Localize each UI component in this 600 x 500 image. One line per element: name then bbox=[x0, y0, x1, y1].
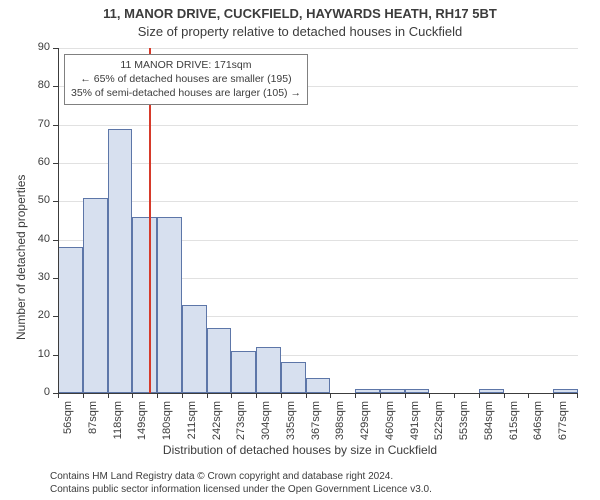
gridline bbox=[58, 163, 578, 164]
y-axis-line bbox=[58, 48, 59, 393]
gridline bbox=[58, 201, 578, 202]
ytick-label: 40 bbox=[26, 233, 50, 245]
y-axis-label: Number of detached properties bbox=[14, 175, 28, 340]
histogram-bar bbox=[256, 347, 281, 393]
xtick-label: 584sqm bbox=[483, 401, 495, 441]
histogram-bar bbox=[231, 351, 256, 393]
ytick-label: 80 bbox=[26, 79, 50, 91]
histogram-bar bbox=[207, 328, 232, 393]
xtick-label: 335sqm bbox=[285, 401, 297, 441]
annotation-smaller: ← 65% of detached houses are smaller (19… bbox=[71, 72, 301, 86]
xtick-label: 429sqm bbox=[359, 401, 371, 441]
x-axis-line bbox=[58, 393, 578, 394]
chart-subtitle: Size of property relative to detached ho… bbox=[0, 24, 600, 39]
chart-container: { "title": "11, MANOR DRIVE, CUCKFIELD, … bbox=[0, 0, 600, 500]
histogram-bar bbox=[132, 217, 157, 393]
annotation-title: 11 MANOR DRIVE: 171sqm bbox=[71, 58, 301, 72]
histogram-bar bbox=[157, 217, 182, 393]
annotation-box: 11 MANOR DRIVE: 171sqm← 65% of detached … bbox=[64, 54, 308, 105]
x-axis-label: Distribution of detached houses by size … bbox=[0, 443, 600, 457]
xtick-label: 211sqm bbox=[186, 401, 198, 441]
gridline bbox=[58, 48, 578, 49]
xtick-label: 273sqm bbox=[235, 401, 247, 441]
histogram-bar bbox=[58, 247, 83, 393]
plot-area: 010203040506070809056sqm87sqm118sqm149sq… bbox=[58, 48, 578, 393]
chart-title: 11, MANOR DRIVE, CUCKFIELD, HAYWARDS HEA… bbox=[0, 6, 600, 21]
xtick-label: 677sqm bbox=[557, 401, 569, 441]
histogram-bar bbox=[108, 129, 133, 394]
ytick-label: 20 bbox=[26, 309, 50, 321]
xtick-label: 553sqm bbox=[458, 401, 470, 441]
xtick-label: 522sqm bbox=[433, 401, 445, 441]
xtick-label: 304sqm bbox=[260, 401, 272, 441]
histogram-bar bbox=[182, 305, 207, 393]
xtick-label: 646sqm bbox=[532, 401, 544, 441]
ytick-label: 0 bbox=[26, 386, 50, 398]
xtick-label: 180sqm bbox=[161, 401, 173, 441]
xtick-label: 87sqm bbox=[87, 401, 99, 441]
xtick-label: 149sqm bbox=[136, 401, 148, 441]
footer-attribution: Contains HM Land Registry data © Crown c… bbox=[50, 471, 432, 496]
ytick-label: 50 bbox=[26, 194, 50, 206]
xtick-label: 367sqm bbox=[310, 401, 322, 441]
histogram-bar bbox=[83, 198, 108, 394]
ytick-label: 70 bbox=[26, 118, 50, 130]
ytick-label: 10 bbox=[26, 348, 50, 360]
histogram-bar bbox=[306, 378, 331, 393]
xtick-label: 56sqm bbox=[62, 401, 74, 441]
footer-line1: Contains HM Land Registry data © Crown c… bbox=[50, 471, 432, 484]
xtick-label: 398sqm bbox=[334, 401, 346, 441]
ytick-label: 30 bbox=[26, 271, 50, 283]
ytick-label: 60 bbox=[26, 156, 50, 168]
annotation-larger: 35% of semi-detached houses are larger (… bbox=[71, 86, 301, 100]
footer-line2: Contains public sector information licen… bbox=[50, 484, 432, 497]
xtick-label: 491sqm bbox=[409, 401, 421, 441]
xtick-label: 615sqm bbox=[508, 401, 520, 441]
gridline bbox=[58, 125, 578, 126]
histogram-bar bbox=[281, 362, 306, 393]
xtick-label: 242sqm bbox=[211, 401, 223, 441]
xtick-label: 118sqm bbox=[112, 401, 124, 441]
ytick-label: 90 bbox=[26, 41, 50, 53]
xtick-label: 460sqm bbox=[384, 401, 396, 441]
